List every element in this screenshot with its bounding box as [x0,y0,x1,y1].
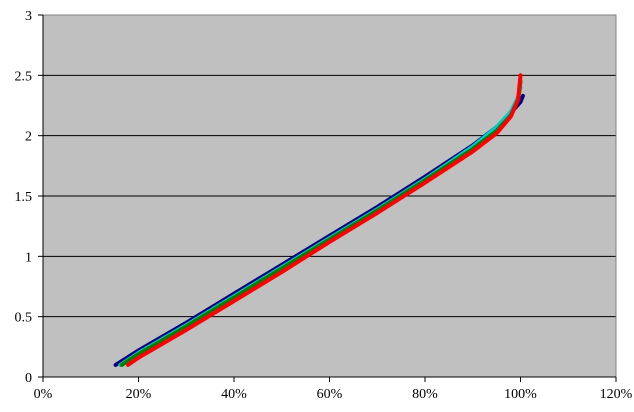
x-tick-label: 60% [317,387,343,402]
series-layer [113,73,525,367]
tick-labels: 0 0.5 1 1.5 2 2.5 3 0% 20% 40% 60% 80% 100% 120% [15,9,633,402]
axis-ticks [38,14,617,382]
x-tick-label: 100% [504,387,537,402]
y-tick-label: 0 [25,371,32,386]
x-tick-label: 40% [221,387,247,402]
y-tick-label: 0.5 [15,311,33,326]
y-tick-label: 1.5 [15,190,33,205]
y-tick-label: 2 [25,130,32,145]
y-tick-label: 2.5 [15,69,33,84]
x-tick-label: 0% [34,387,53,402]
x-tick-label: 120% [600,387,633,402]
y-tick-label: 3 [25,9,32,24]
x-tick-label: 80% [412,387,438,402]
x-tick-label: 20% [126,387,152,402]
series-line-3 [126,73,523,367]
y-tick-label: 1 [25,250,32,265]
